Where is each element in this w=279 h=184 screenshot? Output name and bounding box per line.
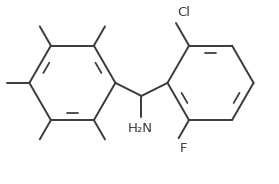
Text: F: F: [180, 142, 187, 155]
Text: Cl: Cl: [177, 6, 190, 19]
Text: H₂N: H₂N: [128, 122, 153, 135]
